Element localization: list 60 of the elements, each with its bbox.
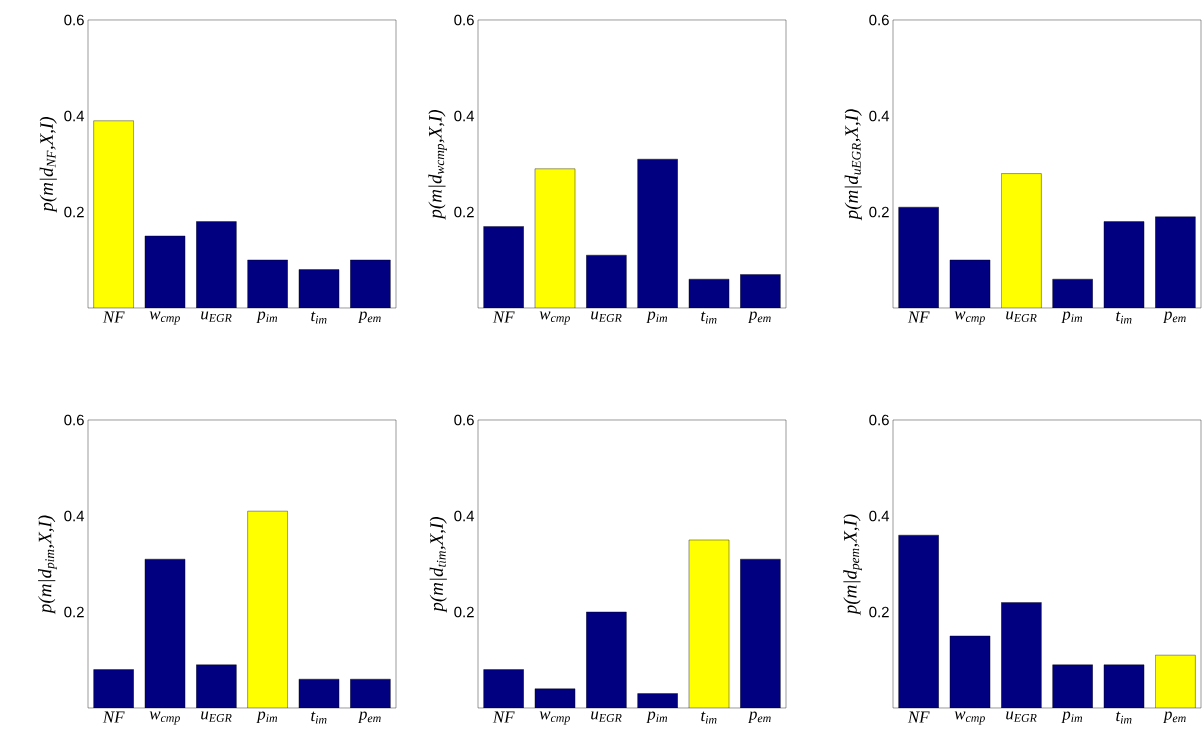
x-tick-label: NF <box>907 711 930 723</box>
y-tick-label: 0.4 <box>64 510 85 522</box>
x-tick-label: u$_{EGR}$ <box>1006 311 1037 322</box>
y-tick-label: 0.2 <box>454 206 474 218</box>
y-axis-title: p(m|d$_{tim}$,X,I) <box>429 516 447 613</box>
x-tick-label: p$_{im}$ <box>646 311 668 324</box>
x-tick-label: u$_{EGR}$ <box>1006 711 1037 722</box>
y-tick-label: 0.6 <box>454 414 474 426</box>
y-tick-label: 0.2 <box>454 606 474 618</box>
x-tick-label: w$_{cmp}$ <box>539 711 570 725</box>
x-tick-label: u$_{EGR}$ <box>201 711 232 722</box>
x-tick-label: u$_{EGR}$ <box>591 311 622 322</box>
x-tick-label: p$_{em}$ <box>1162 711 1186 724</box>
x-tick-label: NF <box>102 311 125 323</box>
x-tick-label: p$_{im}$ <box>1061 311 1083 324</box>
x-tick-label: p$_{im}$ <box>646 711 668 724</box>
x-tick-label: t$_{im}$ <box>1116 311 1132 324</box>
y-axis-title: p(m|d$_{pim}$,X,I) <box>38 515 57 615</box>
y-tick-label: 0.2 <box>64 206 84 218</box>
x-tick-label: w$_{cmp}$ <box>149 711 180 725</box>
x-tick-label: w$_{cmp}$ <box>539 311 570 325</box>
y-tick-label: 0.2 <box>869 606 889 618</box>
y-tick-label: 0.2 <box>869 206 889 218</box>
x-tick-label: NF <box>907 311 930 323</box>
x-tick-label: NF <box>492 311 515 323</box>
x-tick-label: t$_{im}$ <box>1116 711 1132 724</box>
x-tick-label: w$_{cmp}$ <box>149 311 180 325</box>
x-tick-label: NF <box>492 711 515 723</box>
x-tick-label: w$_{cmp}$ <box>954 711 985 725</box>
y-tick-label: 0.6 <box>869 414 889 426</box>
y-tick-label: 0.2 <box>64 606 84 618</box>
x-tick-label: p$_{im}$ <box>1061 711 1083 724</box>
x-tick-label: p$_{em}$ <box>357 711 381 724</box>
y-axis-title: p(m|d$_{uEGR}$,X,I) <box>844 109 862 221</box>
x-tick-label: p$_{em}$ <box>747 311 771 324</box>
y-tick-label: 0.6 <box>64 414 84 426</box>
x-tick-label: t$_{im}$ <box>701 311 717 324</box>
x-tick-label: u$_{EGR}$ <box>201 311 232 322</box>
x-tick-label: t$_{im}$ <box>311 711 327 724</box>
x-tick-label: p$_{im}$ <box>256 711 278 724</box>
y-tick-label: 0.6 <box>64 14 84 26</box>
x-tick-label: p$_{em}$ <box>1162 311 1186 324</box>
x-tick-label: u$_{EGR}$ <box>591 711 622 722</box>
y-tick-label: 0.4 <box>869 510 890 522</box>
y-tick-label: 0.6 <box>869 14 889 26</box>
y-tick-label: 0.4 <box>454 110 475 122</box>
y-tick-label: 0.6 <box>454 14 474 26</box>
y-tick-label: 0.4 <box>64 110 85 122</box>
y-axis-title: p(m|d$_{pem}$,X,I) <box>843 514 862 616</box>
x-tick-label: w$_{cmp}$ <box>954 311 985 325</box>
x-tick-label: NF <box>102 711 125 723</box>
x-tick-label: p$_{em}$ <box>747 711 771 724</box>
y-axis-title: p(m|d$_{wcmp}$,X,I) <box>428 109 447 220</box>
x-tick-label: p$_{em}$ <box>357 311 381 324</box>
y-tick-label: 0.4 <box>454 510 475 522</box>
x-tick-label: t$_{im}$ <box>311 311 327 324</box>
y-axis-title: p(m|d$_{NF}$,X,I) <box>39 116 57 213</box>
x-tick-label: t$_{im}$ <box>701 711 717 724</box>
y-tick-label: 0.4 <box>869 110 890 122</box>
x-tick-label: p$_{im}$ <box>256 311 278 324</box>
